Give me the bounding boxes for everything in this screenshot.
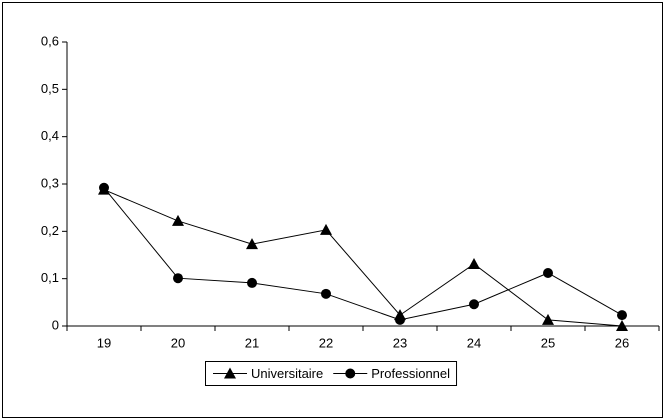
y-tick-label: 0,3 [41,175,59,190]
marker [469,299,479,310]
marker [172,214,184,226]
marker [247,277,257,288]
legend-label: Universitaire [251,366,323,381]
marker [617,310,627,321]
series-line [103,187,623,321]
marker [173,273,183,284]
x-tick-label: 24 [467,335,481,350]
legend-label: Professionnel [371,366,450,381]
x-tick-label: 20 [171,335,185,350]
marker [616,320,628,331]
marker [395,314,405,325]
x-tick-label: 19 [97,335,111,350]
marker [246,238,258,250]
y-tick-label: 0,1 [41,270,59,285]
marker [542,313,554,325]
x-tick-label: 23 [393,335,407,350]
y-tick-label: 0,6 [41,33,59,48]
marker [321,288,331,299]
legend-box [205,361,458,386]
marker [345,368,356,379]
x-tick-label: 22 [319,335,333,350]
x-tick-label: 25 [541,335,555,350]
y-tick-label: 0,5 [41,81,59,96]
marker [224,367,236,379]
marker [99,182,109,193]
series-line [103,189,623,327]
marker [320,223,332,235]
marker [543,267,553,278]
y-tick-label: 0 [52,317,59,332]
marker [468,257,480,269]
x-tick-label: 21 [245,335,259,350]
y-tick-label: 0,4 [41,128,59,143]
legend: Universitaire Professionnel [205,361,458,386]
y-tick-label: 0,2 [41,223,59,238]
x-tick-label: 26 [615,335,629,350]
